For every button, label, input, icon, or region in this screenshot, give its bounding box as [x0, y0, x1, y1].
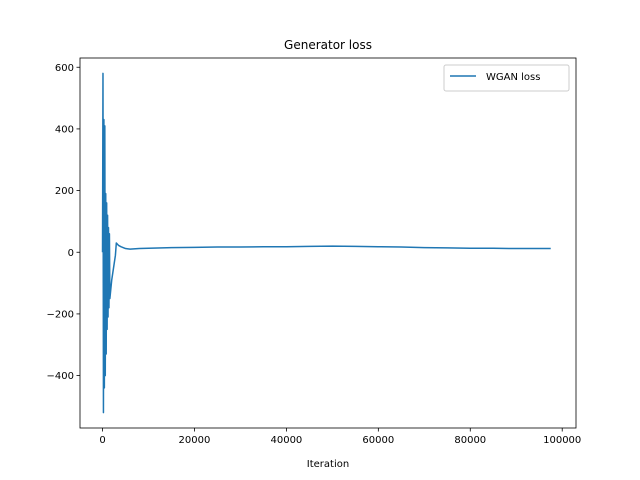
x-axis-ticks: 0 20000 40000 60000 80000 100000 [99, 428, 581, 446]
plot-area [79, 57, 577, 429]
y-tick-label: 200 [55, 186, 74, 197]
y-tick-label: −400 [47, 371, 74, 382]
legend: WGAN loss [443, 64, 570, 92]
x-tick-label: 20000 [179, 435, 211, 446]
y-axis-ticks: −400 −200 0 200 400 600 [47, 63, 80, 382]
x-tick-label: 100000 [543, 435, 581, 446]
y-tick-label: 400 [55, 124, 74, 135]
x-tick-label: 60000 [362, 435, 394, 446]
x-tick-label: 40000 [270, 435, 302, 446]
plot-border [79, 57, 577, 429]
x-axis-label: Iteration [307, 459, 349, 470]
series-layer [101, 72, 551, 414]
y-tick-label: 0 [68, 248, 74, 259]
plot-frame [80, 58, 576, 428]
legend-box [443, 64, 570, 92]
series-line-wgan-loss [101, 72, 551, 414]
chart-title: Generator loss [284, 38, 372, 52]
x-tick-label: 80000 [454, 435, 486, 446]
y-tick-label: 600 [55, 63, 74, 74]
y-tick-label: −200 [47, 309, 74, 320]
legend-label: WGAN loss [486, 72, 540, 83]
x-tick-label: 0 [99, 435, 105, 446]
